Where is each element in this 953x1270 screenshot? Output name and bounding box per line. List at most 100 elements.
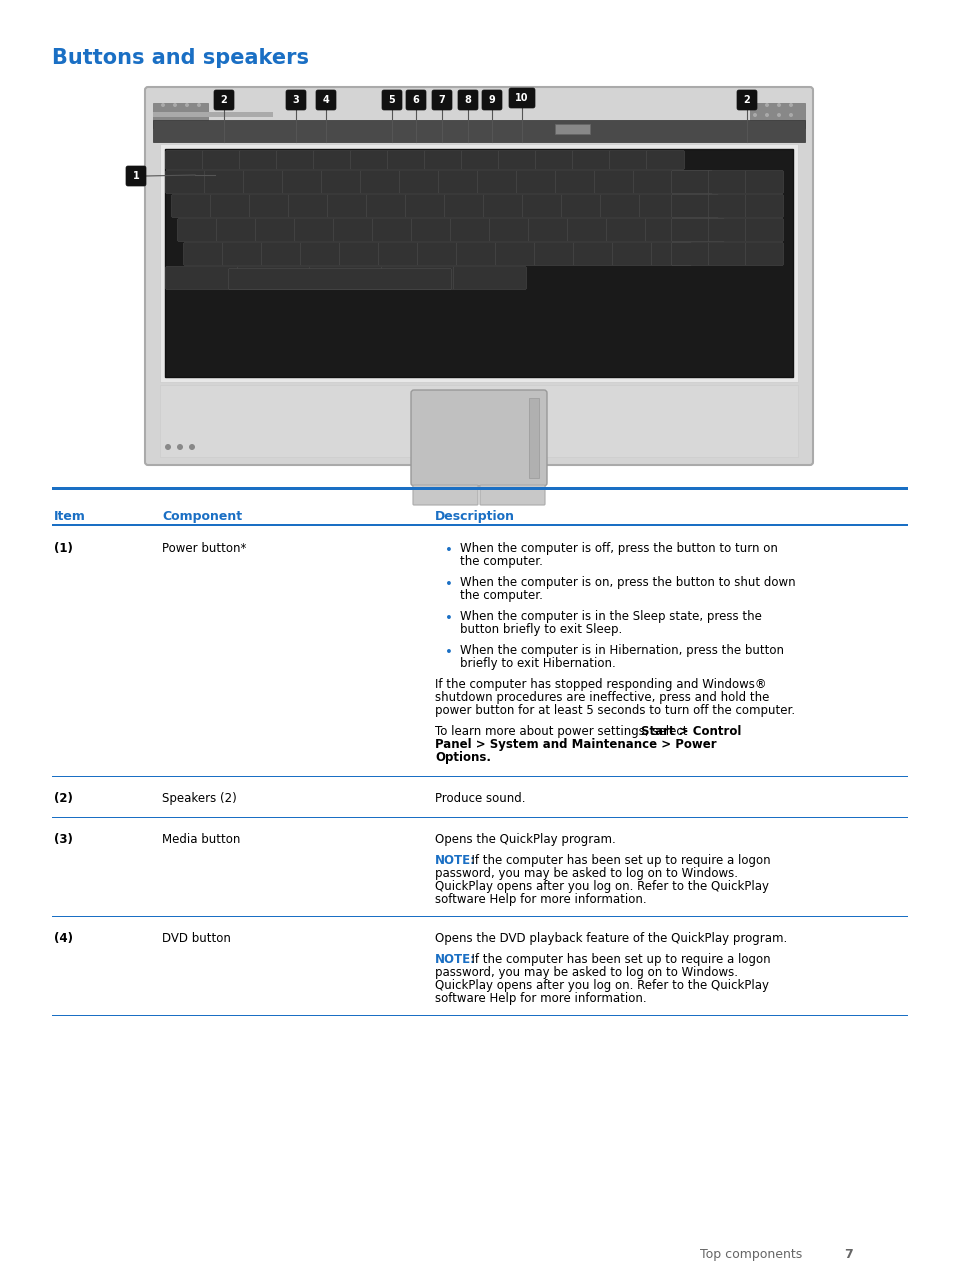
FancyBboxPatch shape xyxy=(535,151,573,169)
Text: (4): (4) xyxy=(54,932,73,945)
Text: Options.: Options. xyxy=(435,751,491,765)
Text: •: • xyxy=(444,544,453,558)
Bar xyxy=(152,119,804,142)
FancyBboxPatch shape xyxy=(314,151,351,169)
Circle shape xyxy=(752,103,757,107)
FancyBboxPatch shape xyxy=(204,170,244,193)
FancyBboxPatch shape xyxy=(294,218,335,241)
Circle shape xyxy=(189,444,194,450)
FancyBboxPatch shape xyxy=(372,218,412,241)
FancyBboxPatch shape xyxy=(737,90,757,110)
FancyBboxPatch shape xyxy=(671,218,709,241)
FancyBboxPatch shape xyxy=(237,267,310,290)
FancyBboxPatch shape xyxy=(477,170,517,193)
FancyBboxPatch shape xyxy=(327,194,367,217)
Bar xyxy=(160,385,797,457)
Text: •: • xyxy=(444,612,453,625)
FancyBboxPatch shape xyxy=(555,170,595,193)
FancyBboxPatch shape xyxy=(457,90,477,110)
Text: DVD button: DVD button xyxy=(162,932,231,945)
FancyBboxPatch shape xyxy=(744,243,782,265)
Circle shape xyxy=(165,444,171,450)
FancyBboxPatch shape xyxy=(350,151,388,169)
Circle shape xyxy=(764,103,768,107)
FancyBboxPatch shape xyxy=(438,170,478,193)
FancyBboxPatch shape xyxy=(406,90,426,110)
Text: software Help for more information.: software Help for more information. xyxy=(435,893,646,906)
FancyBboxPatch shape xyxy=(366,194,406,217)
Text: Opens the QuickPlay program.: Opens the QuickPlay program. xyxy=(435,833,615,846)
FancyBboxPatch shape xyxy=(165,151,203,169)
Text: Opens the DVD playback feature of the QuickPlay program.: Opens the DVD playback feature of the Qu… xyxy=(435,932,786,945)
FancyBboxPatch shape xyxy=(183,243,223,265)
Text: briefly to exit Hibernation.: briefly to exit Hibernation. xyxy=(459,657,615,671)
FancyBboxPatch shape xyxy=(453,267,526,290)
Text: •: • xyxy=(444,646,453,659)
Text: 7: 7 xyxy=(438,95,445,105)
Text: When the computer is off, press the button to turn on: When the computer is off, press the butt… xyxy=(459,542,777,555)
FancyBboxPatch shape xyxy=(572,151,610,169)
Circle shape xyxy=(172,113,177,117)
Text: software Help for more information.: software Help for more information. xyxy=(435,992,646,1005)
FancyBboxPatch shape xyxy=(639,194,679,217)
FancyBboxPatch shape xyxy=(339,243,379,265)
FancyBboxPatch shape xyxy=(250,194,289,217)
Bar xyxy=(52,916,907,917)
Text: Top components: Top components xyxy=(700,1248,801,1261)
Text: Power button*: Power button* xyxy=(162,542,246,555)
FancyBboxPatch shape xyxy=(646,151,684,169)
FancyBboxPatch shape xyxy=(489,218,529,241)
FancyBboxPatch shape xyxy=(145,88,812,465)
FancyBboxPatch shape xyxy=(528,218,568,241)
FancyBboxPatch shape xyxy=(381,267,454,290)
Circle shape xyxy=(788,103,792,107)
FancyBboxPatch shape xyxy=(573,243,613,265)
Circle shape xyxy=(196,113,201,117)
FancyBboxPatch shape xyxy=(288,194,328,217)
FancyBboxPatch shape xyxy=(276,151,314,169)
FancyBboxPatch shape xyxy=(261,243,301,265)
FancyBboxPatch shape xyxy=(651,243,691,265)
FancyBboxPatch shape xyxy=(405,194,445,217)
FancyBboxPatch shape xyxy=(165,267,238,290)
Text: Panel > System and Maintenance > Power: Panel > System and Maintenance > Power xyxy=(435,738,716,751)
FancyBboxPatch shape xyxy=(606,218,646,241)
Bar xyxy=(52,486,907,490)
FancyBboxPatch shape xyxy=(744,194,782,217)
FancyBboxPatch shape xyxy=(522,194,562,217)
Text: Produce sound.: Produce sound. xyxy=(435,792,525,805)
Text: •: • xyxy=(444,578,453,591)
FancyBboxPatch shape xyxy=(744,218,782,241)
FancyBboxPatch shape xyxy=(243,170,283,193)
Bar xyxy=(52,776,907,777)
Circle shape xyxy=(185,103,189,107)
FancyBboxPatch shape xyxy=(399,170,439,193)
Text: 5: 5 xyxy=(388,95,395,105)
FancyBboxPatch shape xyxy=(411,390,546,486)
Text: Item: Item xyxy=(54,511,86,523)
Circle shape xyxy=(196,103,201,107)
Text: When the computer is in the Sleep state, press the: When the computer is in the Sleep state,… xyxy=(459,610,761,624)
Text: 2: 2 xyxy=(742,95,750,105)
Text: Buttons and speakers: Buttons and speakers xyxy=(52,48,309,69)
Text: When the computer is in Hibernation, press the button: When the computer is in Hibernation, pre… xyxy=(459,644,783,657)
FancyBboxPatch shape xyxy=(498,151,536,169)
FancyBboxPatch shape xyxy=(534,243,574,265)
FancyBboxPatch shape xyxy=(612,243,652,265)
Text: 8: 8 xyxy=(464,95,471,105)
FancyBboxPatch shape xyxy=(516,170,556,193)
FancyBboxPatch shape xyxy=(213,90,233,110)
FancyBboxPatch shape xyxy=(417,243,457,265)
FancyBboxPatch shape xyxy=(282,170,322,193)
Circle shape xyxy=(161,113,165,117)
FancyBboxPatch shape xyxy=(708,243,745,265)
Text: shutdown procedures are ineffective, press and hold the: shutdown procedures are ineffective, pre… xyxy=(435,691,768,704)
FancyBboxPatch shape xyxy=(684,218,723,241)
FancyBboxPatch shape xyxy=(456,243,496,265)
FancyBboxPatch shape xyxy=(424,151,462,169)
FancyBboxPatch shape xyxy=(609,151,647,169)
FancyBboxPatch shape xyxy=(387,151,425,169)
FancyBboxPatch shape xyxy=(708,194,745,217)
FancyBboxPatch shape xyxy=(509,88,535,108)
FancyBboxPatch shape xyxy=(222,243,262,265)
